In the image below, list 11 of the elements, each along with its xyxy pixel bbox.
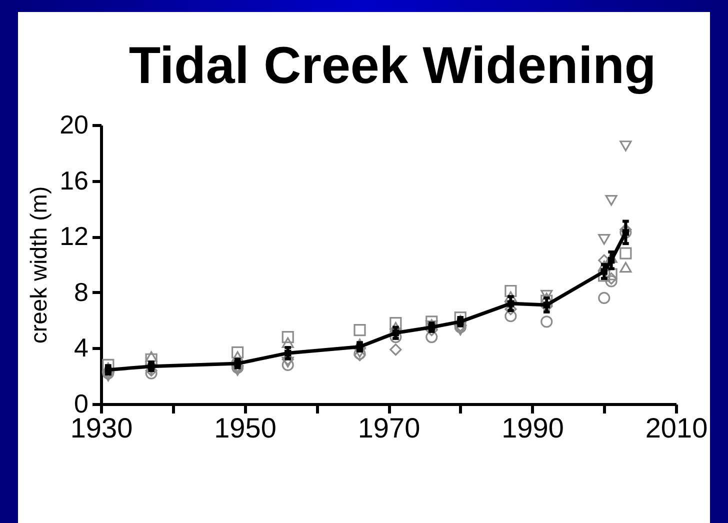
y-tick-label: 4	[74, 332, 88, 363]
y-tick-label: 12	[60, 221, 88, 252]
y-tick-label: 8	[74, 276, 88, 307]
x-tick-label: 2010	[645, 412, 708, 444]
y-axis-title: creek width (m)	[26, 186, 52, 344]
x-tick-label: 1970	[358, 412, 420, 444]
x-tick-label: 1950	[214, 412, 276, 444]
y-tick-label: 16	[60, 165, 88, 196]
x-tick-label: 1990	[502, 412, 564, 444]
chart-title: Tidal Creek Widening	[128, 37, 656, 95]
y-tick-label: 20	[60, 110, 88, 140]
